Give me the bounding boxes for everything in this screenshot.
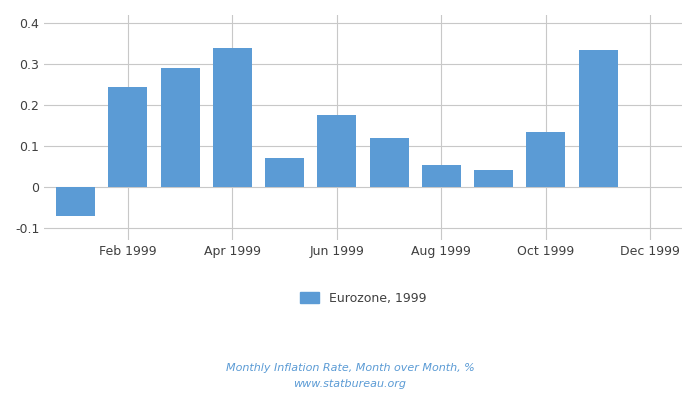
Bar	[526, 132, 566, 187]
Legend: Eurozone, 1999: Eurozone, 1999	[295, 287, 431, 310]
Bar	[578, 50, 617, 187]
Bar	[265, 158, 304, 187]
Bar	[56, 187, 95, 216]
Text: www.statbureau.org: www.statbureau.org	[293, 379, 407, 389]
Text: Monthly Inflation Rate, Month over Month, %: Monthly Inflation Rate, Month over Month…	[225, 363, 475, 373]
Bar	[422, 164, 461, 187]
Bar	[474, 170, 513, 187]
Bar	[370, 138, 409, 187]
Bar	[213, 48, 252, 187]
Bar	[160, 68, 200, 187]
Bar	[317, 115, 356, 187]
Bar	[108, 87, 148, 187]
